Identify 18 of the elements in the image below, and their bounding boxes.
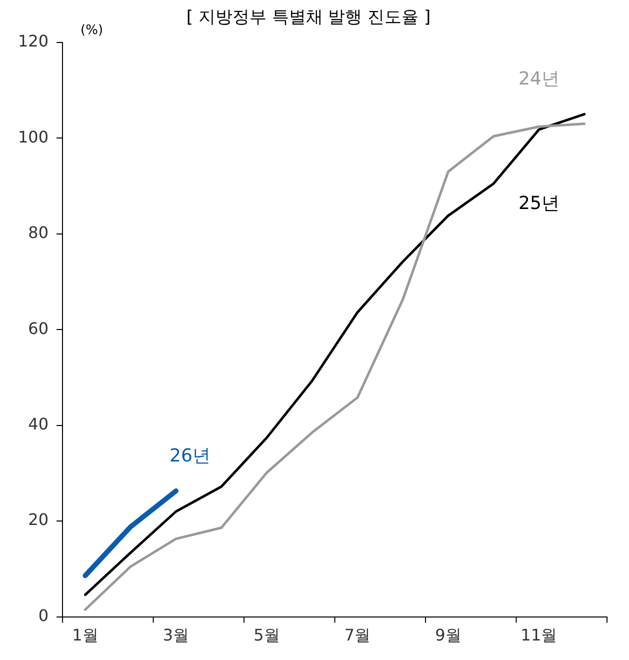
x-tick-label: 3월	[162, 626, 190, 645]
x-tick-label: 11월	[520, 626, 558, 645]
y-tick-label: 80	[28, 223, 49, 242]
y-tick-label: 120	[18, 32, 49, 51]
y-tick-label: 0	[38, 606, 49, 625]
series-label: 26년	[170, 446, 210, 467]
x-tick-label: 9월	[435, 626, 462, 645]
x-tick-label: 5월	[254, 626, 280, 645]
y-tick-label: 60	[28, 318, 49, 338]
y-tick-label: 100	[18, 127, 49, 146]
x-tick-label: 7월	[344, 626, 371, 645]
chart-title: [ 지방정부 특별채 발행 진도율 ]	[186, 8, 431, 28]
series-label: 24년	[518, 68, 560, 90]
x-tick-label: 1월	[72, 626, 98, 645]
series-label: 25년	[518, 193, 560, 214]
y-axis-title: (%)	[80, 22, 104, 38]
y-tick-label: 40	[28, 414, 49, 434]
y-tick-label: 20	[28, 510, 49, 530]
